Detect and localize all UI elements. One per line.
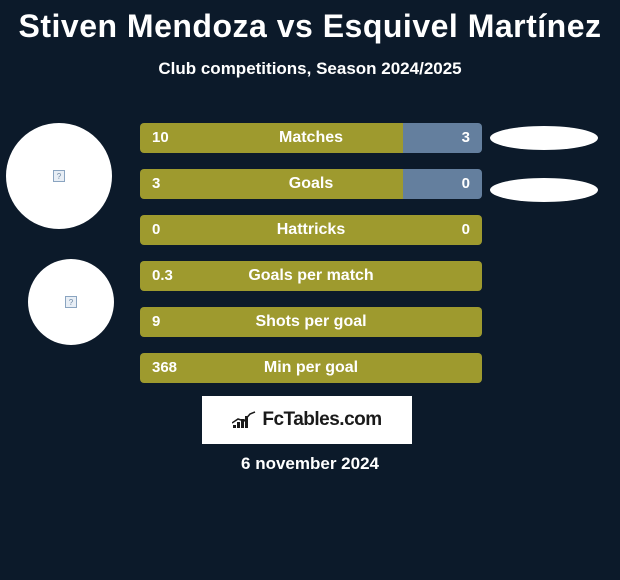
bar-label: Hattricks: [140, 215, 482, 245]
bar-label: Matches: [140, 123, 482, 153]
brand-badge: FcTables.com: [202, 396, 412, 444]
bar-row: 10 Matches 3: [140, 123, 482, 153]
bar-row: 0 Hattricks 0: [140, 215, 482, 245]
player2-avatar: ?: [28, 259, 114, 345]
placeholder-icon: ?: [65, 296, 77, 308]
player1-avatar: ?: [6, 123, 112, 229]
bar-row: 3 Goals 0: [140, 169, 482, 199]
bar-row: 368 Min per goal: [140, 353, 482, 383]
bar-row: 9 Shots per goal: [140, 307, 482, 337]
brand-icon: [232, 411, 256, 429]
brand-text: FcTables.com: [262, 409, 381, 431]
bar-value-right: 0: [462, 215, 470, 245]
subtitle: Club competitions, Season 2024/2025: [0, 59, 620, 79]
comparison-bars: 10 Matches 3 3 Goals 0 0 Hattricks 0 0.3…: [140, 123, 482, 399]
date-label: 6 november 2024: [0, 454, 620, 474]
bar-label: Shots per goal: [140, 307, 482, 337]
bar-label: Goals: [140, 169, 482, 199]
page-title: Stiven Mendoza vs Esquivel Martínez: [0, 0, 620, 45]
team2-badge: [490, 178, 598, 202]
bar-row: 0.3 Goals per match: [140, 261, 482, 291]
bar-value-right: 0: [462, 169, 470, 199]
bar-label: Min per goal: [140, 353, 482, 383]
bar-label: Goals per match: [140, 261, 482, 291]
bar-value-right: 3: [462, 123, 470, 153]
placeholder-icon: ?: [53, 170, 65, 182]
team1-badge: [490, 126, 598, 150]
